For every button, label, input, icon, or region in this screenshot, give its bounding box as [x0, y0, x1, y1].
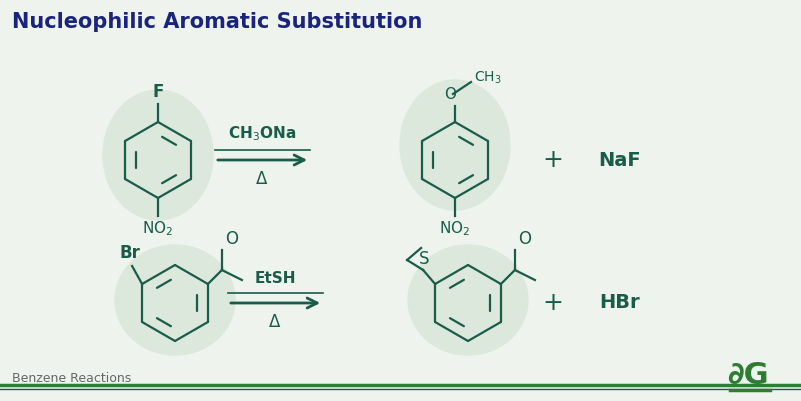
Text: O: O [518, 230, 531, 248]
Text: NO$_2$: NO$_2$ [143, 219, 174, 238]
Ellipse shape [115, 245, 235, 355]
Text: ∂G: ∂G [727, 360, 769, 389]
Ellipse shape [103, 90, 213, 220]
Ellipse shape [400, 80, 510, 210]
Text: Δ: Δ [256, 170, 268, 188]
Ellipse shape [408, 245, 528, 355]
Text: CH$_3$ONa: CH$_3$ONa [228, 124, 296, 143]
Text: Br: Br [119, 244, 140, 262]
Text: NaF: NaF [598, 150, 642, 170]
Text: Benzene Reactions: Benzene Reactions [12, 371, 131, 385]
Text: EtSH: EtSH [254, 271, 296, 286]
Text: O: O [444, 87, 456, 102]
Text: +: + [542, 291, 563, 315]
Text: +: + [542, 148, 563, 172]
Text: S: S [419, 250, 429, 268]
Text: Nucleophilic Aromatic Substitution: Nucleophilic Aromatic Substitution [12, 12, 422, 32]
Text: HBr: HBr [600, 294, 640, 312]
Text: CH$_3$: CH$_3$ [474, 70, 501, 86]
Text: F: F [152, 83, 163, 101]
Text: NO$_2$: NO$_2$ [440, 219, 471, 238]
Text: Δ: Δ [269, 313, 280, 331]
Text: O: O [225, 230, 238, 248]
